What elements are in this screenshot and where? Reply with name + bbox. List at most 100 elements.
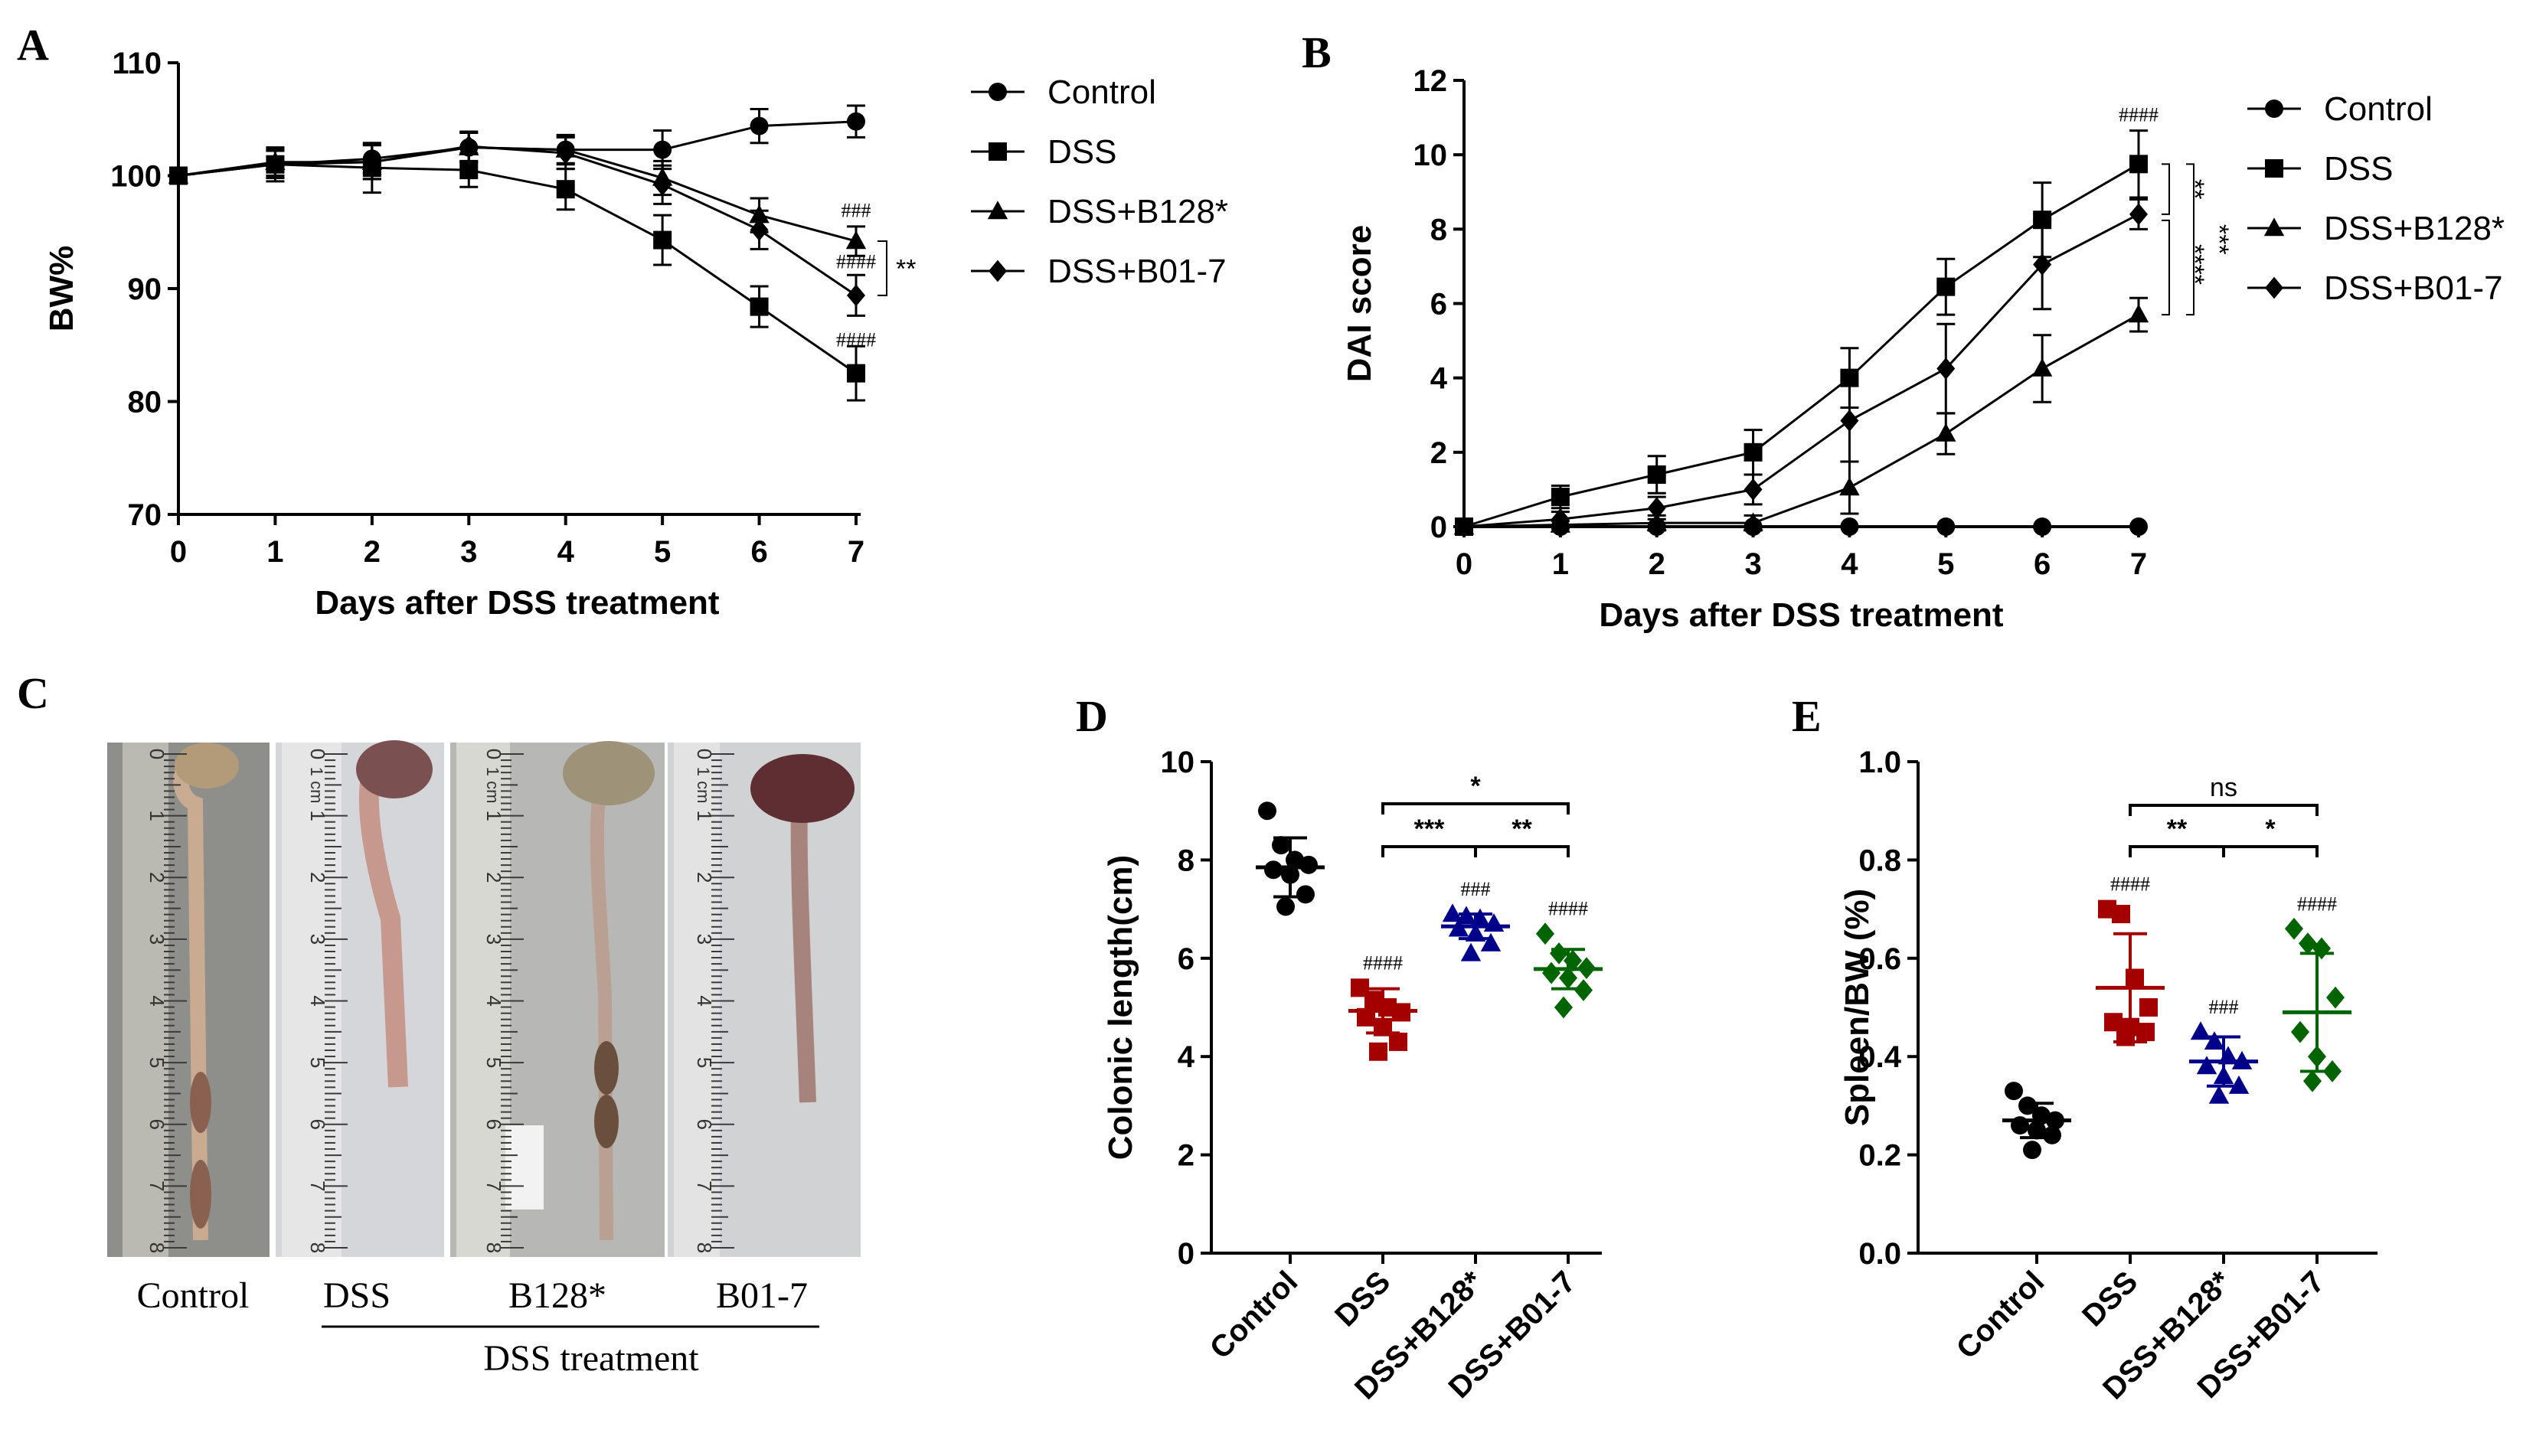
data-point: [750, 218, 769, 241]
ruler-number: 4: [306, 995, 329, 1006]
ruler-number: 1: [306, 810, 329, 821]
photo-caption: Control DSS B128* B01-7 DSS treatment: [137, 1275, 819, 1379]
hash-annotation: ####: [1363, 952, 1403, 974]
colon-photo-panel: 0 1 2 3 4 5 6 7 8 0 1 2 3 4 5 6 7 8 1 cm 0 1 2 3 4 5 6 7 8 1 cm 0 1 2 3 4…: [107, 740, 861, 1379]
colon-photo-b017: [668, 743, 861, 1257]
hash-annotation: ###: [2209, 996, 2239, 1018]
data-point: [2208, 1085, 2230, 1104]
ruler-number: 0: [482, 749, 505, 759]
legend-marker: [2263, 217, 2285, 237]
data-point: [1272, 836, 1290, 855]
legend-marker: [2265, 159, 2283, 178]
data-point: [2128, 304, 2149, 323]
y-tick-label: 110: [112, 47, 162, 80]
data-point: [266, 153, 285, 176]
data-point: [1542, 961, 1560, 984]
y-tick-label: 6: [1178, 942, 1194, 976]
legend-label: Control: [1047, 73, 1156, 111]
group-control: [2002, 1082, 2071, 1160]
data-point: [2126, 968, 2144, 988]
data-point: [2129, 203, 2148, 226]
comparison-bracket: [2222, 845, 2319, 857]
ruler-number: 3: [306, 934, 329, 945]
data-point: [1839, 477, 1860, 496]
data-point: [1647, 465, 1666, 484]
legend-marker: [989, 260, 1007, 282]
data-point: [845, 230, 867, 250]
y-tick-label: 0: [1178, 1237, 1194, 1271]
ruler-number: 3: [693, 934, 716, 945]
legend-label: DSS+B01-7: [1047, 253, 1227, 290]
series-line: [1463, 213, 2139, 528]
data-point: [1460, 942, 1482, 961]
data-point: [1480, 932, 1502, 952]
group-dss-b01-7: ####: [1534, 898, 1603, 1019]
legend-label: DSS: [1047, 133, 1116, 171]
data-point: [1743, 512, 1763, 531]
data-point: [2303, 1069, 2322, 1092]
y-tick-label: 70: [128, 498, 162, 532]
data-point: [2043, 1125, 2061, 1144]
ruler-number: 8: [693, 1242, 716, 1253]
x-tick-label: 4: [1841, 547, 1858, 581]
ruler-number: 6: [145, 1119, 168, 1130]
y-tick-label: 4: [1178, 1040, 1195, 1074]
legend-label: DSS+B01-7: [2324, 269, 2503, 307]
ruler-number: 2: [306, 872, 329, 883]
data-point: [1442, 903, 1463, 922]
data-point: [1744, 478, 1763, 501]
series-line: [178, 163, 857, 374]
ruler-cm-mark: 1 cm: [483, 767, 502, 804]
data-point: [459, 161, 479, 180]
chart-e-spleen-ratio: 0.0 0.2 0.4 0.6 0.8 1.0 Spleen/BW (%) Control DS…: [1838, 746, 2378, 1406]
ruler-number: 7: [482, 1180, 505, 1191]
ruler-number: 2: [145, 872, 168, 883]
x-tick-label: 5: [1937, 547, 1954, 581]
x-tick-label: 0: [170, 535, 187, 569]
ruler-number: 6: [693, 1119, 716, 1130]
significance-bracket: [877, 240, 887, 296]
data-point: [1840, 517, 1859, 536]
group-dss-b128: ###: [2189, 996, 2258, 1104]
group-dss: ####: [1348, 952, 1417, 1061]
group-dss: ####: [2096, 873, 2165, 1046]
data-point: [1936, 277, 1956, 296]
ruler-number: 4: [145, 995, 168, 1006]
data-point: [2033, 517, 2052, 536]
legend-marker: [2265, 100, 2283, 118]
data-point: [653, 230, 672, 250]
x-tick-label: 3: [460, 535, 477, 569]
legend-marker: [2265, 276, 2283, 299]
series-line: [178, 145, 857, 297]
data-point: [1936, 423, 1956, 442]
comparison-bracket: [2129, 804, 2319, 816]
data-point: [1936, 517, 1956, 536]
data-point: [362, 151, 381, 174]
comparison-bracket: [1474, 845, 1570, 857]
hash-annotation: ###: [842, 199, 871, 221]
data-point: [1936, 357, 1956, 380]
y-axis-title: Spleen/BW (%): [1838, 889, 1876, 1126]
y-tick-label: 1.0: [1858, 746, 1901, 779]
y-tick-label: 12: [1413, 64, 1448, 98]
ruler-number: 7: [693, 1180, 716, 1191]
data-point: [2204, 1031, 2225, 1050]
x-tick-label: 4: [557, 535, 575, 569]
data-point: [2139, 998, 2158, 1017]
ruler-number: 3: [482, 934, 505, 945]
y-tick-label: 6: [1430, 288, 1447, 322]
group-dss-b01-7: ####: [2283, 893, 2351, 1092]
data-point: [2190, 1021, 2211, 1040]
y-tick-label: 8: [1430, 213, 1447, 246]
ruler-number: 5: [482, 1057, 505, 1068]
data-point: [2326, 986, 2345, 1009]
ruler-number: 1: [145, 810, 168, 821]
x-tick-label: 1: [266, 535, 283, 569]
treatment-label: DSS treatment: [483, 1338, 699, 1379]
comparison-label: *: [1470, 772, 1481, 801]
ruler: 0 1 2 3 4 5 6 7 8 1 cm: [482, 749, 524, 1253]
hash-annotation: ####: [2110, 873, 2150, 896]
comparison-bracket: [1381, 802, 1570, 815]
